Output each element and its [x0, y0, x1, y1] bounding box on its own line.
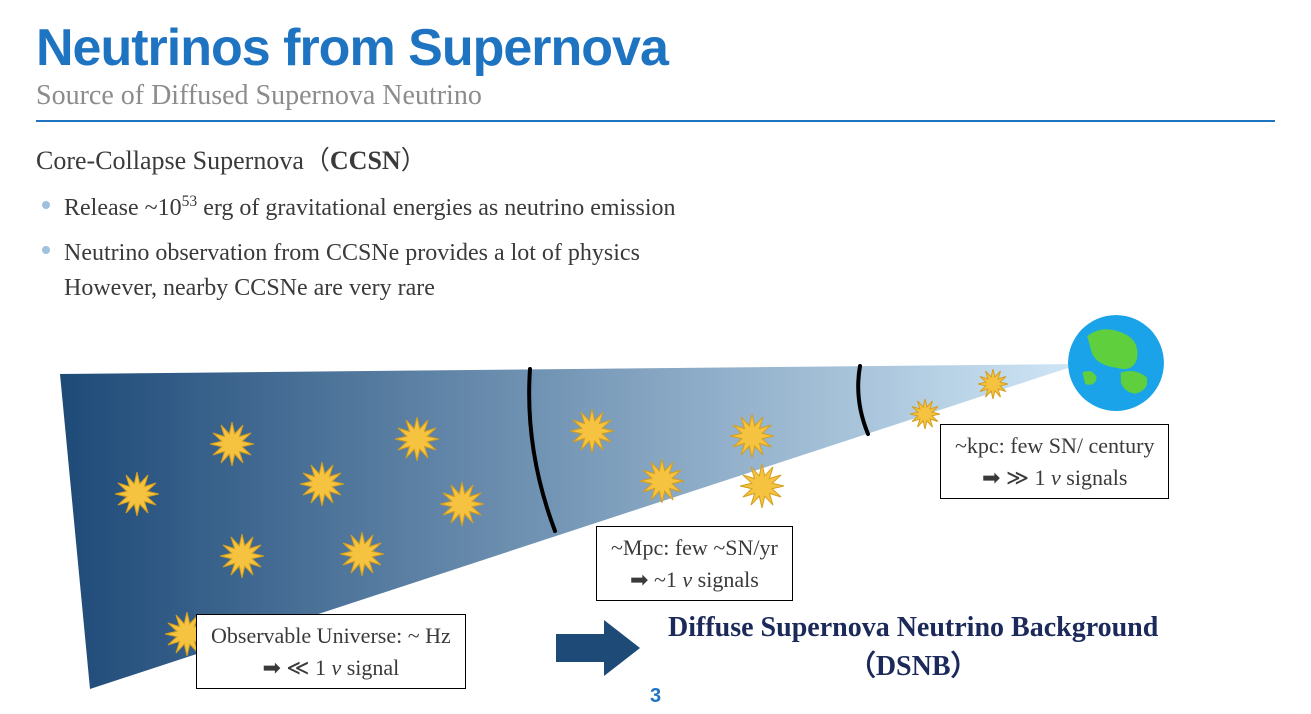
star-icon [640, 459, 684, 503]
bullet-text: Release ~10 [64, 195, 182, 221]
star-icon [340, 532, 384, 576]
bullet-item: Release ~1053 erg of gravitational energ… [36, 191, 1275, 226]
star-icon [730, 414, 774, 458]
bullet-sup: 53 [182, 193, 198, 210]
star-icon [740, 464, 784, 508]
bullet-text: erg of gravitational energies as neutrin… [197, 195, 675, 221]
content-area: Core-Collapse Supernova（CCSN） Release ~1… [0, 122, 1311, 305]
star-icon [210, 422, 254, 466]
section-heading: Core-Collapse Supernova（CCSN） [36, 140, 1275, 177]
star-icon [220, 534, 264, 578]
earth-icon [1068, 315, 1164, 411]
page-subtitle: Source of Diffused Supernova Neutrino [36, 80, 1275, 112]
star-icon [300, 462, 344, 506]
info-row: ➡ ~1 ν signals [611, 565, 778, 595]
info-row: ➡ ≫ 1 ν signals [955, 463, 1154, 493]
star-icon [570, 409, 614, 453]
diagram-area: ~kpc: few SN/ century ➡ ≫ 1 ν signals ~Mp… [0, 294, 1311, 714]
arrow-icon [556, 620, 640, 681]
info-row: ➡ ≪ 1 ν signal [211, 653, 451, 683]
dsnb-line2: （DSNB） [668, 647, 1158, 686]
dsnb-line1: Diffuse Supernova Neutrino Background [668, 608, 1158, 647]
page-number: 3 [650, 685, 661, 708]
dsnb-label: Diffuse Supernova Neutrino Background （D… [668, 608, 1158, 686]
info-row: ~Mpc: few ~SN/yr [611, 533, 778, 563]
page-title: Neutrinos from Supernova [36, 18, 1275, 78]
info-box-mpc: ~Mpc: few ~SN/yr ➡ ~1 ν signals [596, 526, 793, 601]
heading-prefix: Core-Collapse Supernova（ [36, 146, 330, 175]
info-box-kpc: ~kpc: few SN/ century ➡ ≫ 1 ν signals [940, 424, 1169, 499]
star-icon [910, 399, 940, 429]
info-row: Observable Universe: ~ Hz [211, 621, 451, 651]
heading-suffix: ） [401, 146, 427, 175]
star-icon [115, 472, 159, 516]
star-icon [395, 417, 439, 461]
info-box-uni: Observable Universe: ~ Hz ➡ ≪ 1 ν signal [196, 614, 466, 689]
star-icon [978, 369, 1008, 399]
heading-bold: CCSN [330, 146, 401, 175]
bullet-text: Neutrino observation from CCSNe provides… [64, 240, 640, 266]
bullet-list: Release ~1053 erg of gravitational energ… [36, 191, 1275, 305]
info-row: ~kpc: few SN/ century [955, 431, 1154, 461]
star-icon [440, 482, 484, 526]
